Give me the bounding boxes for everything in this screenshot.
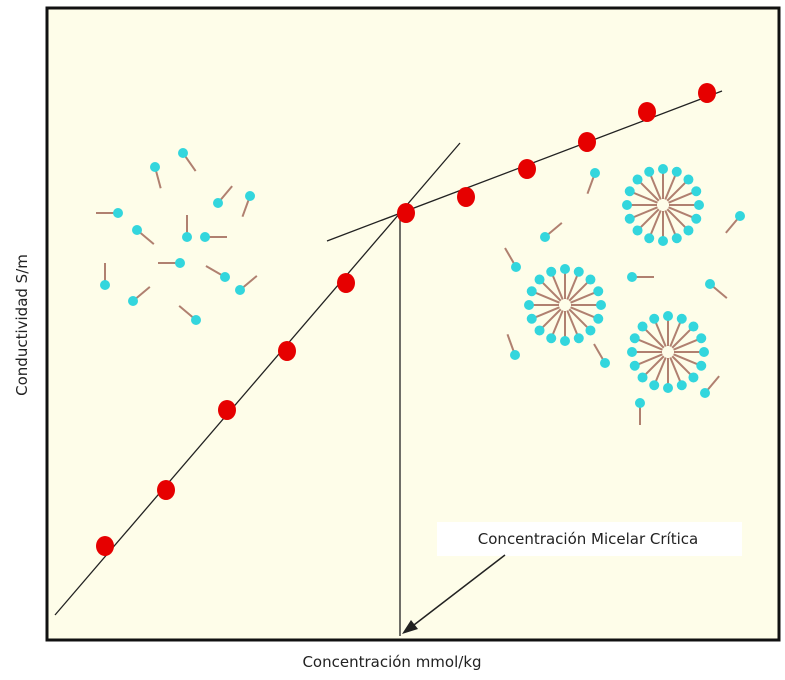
micelle-head <box>683 175 693 185</box>
micelle-head <box>658 164 668 174</box>
annotation: Concentración Micelar Crítica <box>478 530 698 548</box>
surfactant-head <box>200 232 210 242</box>
micelle-head <box>663 311 673 321</box>
micelle-head <box>585 325 595 335</box>
micelle-head <box>672 233 682 243</box>
micelle-head <box>560 264 570 274</box>
data-point <box>397 203 415 223</box>
surfactant-head <box>220 272 230 282</box>
micelle-head <box>593 286 603 296</box>
micelle-head <box>638 322 648 332</box>
micelle-head <box>622 200 632 210</box>
micelle-head <box>535 325 545 335</box>
micelle-head <box>694 200 704 210</box>
micelle-head <box>644 233 654 243</box>
micelle-head <box>625 214 635 224</box>
micelle-head <box>658 236 668 246</box>
micelle-head <box>677 380 687 390</box>
micelle-head <box>546 333 556 343</box>
micelle-head <box>696 333 706 343</box>
surfactant-head <box>627 272 637 282</box>
micelle-head <box>524 300 534 310</box>
micelle-head <box>644 167 654 177</box>
micelle-head <box>633 175 643 185</box>
micelle-head <box>688 322 698 332</box>
micelle-head <box>699 347 709 357</box>
surfactant-head <box>178 148 188 158</box>
micelle-head <box>593 314 603 324</box>
data-point <box>278 341 296 361</box>
surfactant-head <box>635 398 645 408</box>
diagram-canvas: Concentración Micelar Crítica Concentrac… <box>0 0 785 680</box>
micelle-head <box>527 286 537 296</box>
data-point <box>457 187 475 207</box>
micelle-head <box>535 275 545 285</box>
surfactant-head <box>245 191 255 201</box>
micelle-head <box>649 380 659 390</box>
micelle-head <box>683 225 693 235</box>
surfactant-head <box>705 279 715 289</box>
micelle-head <box>630 361 640 371</box>
surfactant-head <box>150 162 160 172</box>
surfactant-head <box>175 258 185 268</box>
data-point <box>578 132 596 152</box>
micelle-head <box>527 314 537 324</box>
micelle-head <box>696 361 706 371</box>
data-point <box>698 83 716 103</box>
x-axis-label: Concentración mmol/kg <box>302 653 481 671</box>
surfactant-head <box>510 350 520 360</box>
surfactant-head <box>235 285 245 295</box>
micelle-head <box>649 314 659 324</box>
surfactant-head <box>100 280 110 290</box>
micelle-head <box>625 186 635 196</box>
surfactant-head <box>182 232 192 242</box>
micelle-head <box>688 372 698 382</box>
data-point <box>518 159 536 179</box>
surfactant-head <box>132 225 142 235</box>
micelle-head <box>546 267 556 277</box>
micelle-head <box>677 314 687 324</box>
surfactant-head <box>128 296 138 306</box>
micelle-head <box>663 383 673 393</box>
surfactant-head <box>600 358 610 368</box>
micelle-head <box>560 336 570 346</box>
micelle-head <box>630 333 640 343</box>
surfactant-head <box>700 388 710 398</box>
surfactant-head <box>191 315 201 325</box>
y-axis-label: Conductividad S/m <box>13 254 31 396</box>
data-point <box>337 273 355 293</box>
micelle-head <box>627 347 637 357</box>
micelle-head <box>638 372 648 382</box>
surfactant-head <box>213 198 223 208</box>
micelle-head <box>585 275 595 285</box>
diagram: Concentración Micelar Crítica Concentrac… <box>0 0 785 680</box>
data-point <box>218 400 236 420</box>
surfactant-head <box>113 208 123 218</box>
micelle-head <box>596 300 606 310</box>
surfactant-head <box>540 232 550 242</box>
micelle-head <box>672 167 682 177</box>
micelle-head <box>633 225 643 235</box>
surfactant-head <box>735 211 745 221</box>
micelle-head <box>691 214 701 224</box>
data-point <box>638 102 656 122</box>
surfactant-head <box>511 262 521 272</box>
micelle-head <box>691 186 701 196</box>
data-point <box>157 480 175 500</box>
micelle-head <box>574 333 584 343</box>
micelle-head <box>574 267 584 277</box>
surfactant-head <box>590 168 600 178</box>
data-point <box>96 536 114 556</box>
